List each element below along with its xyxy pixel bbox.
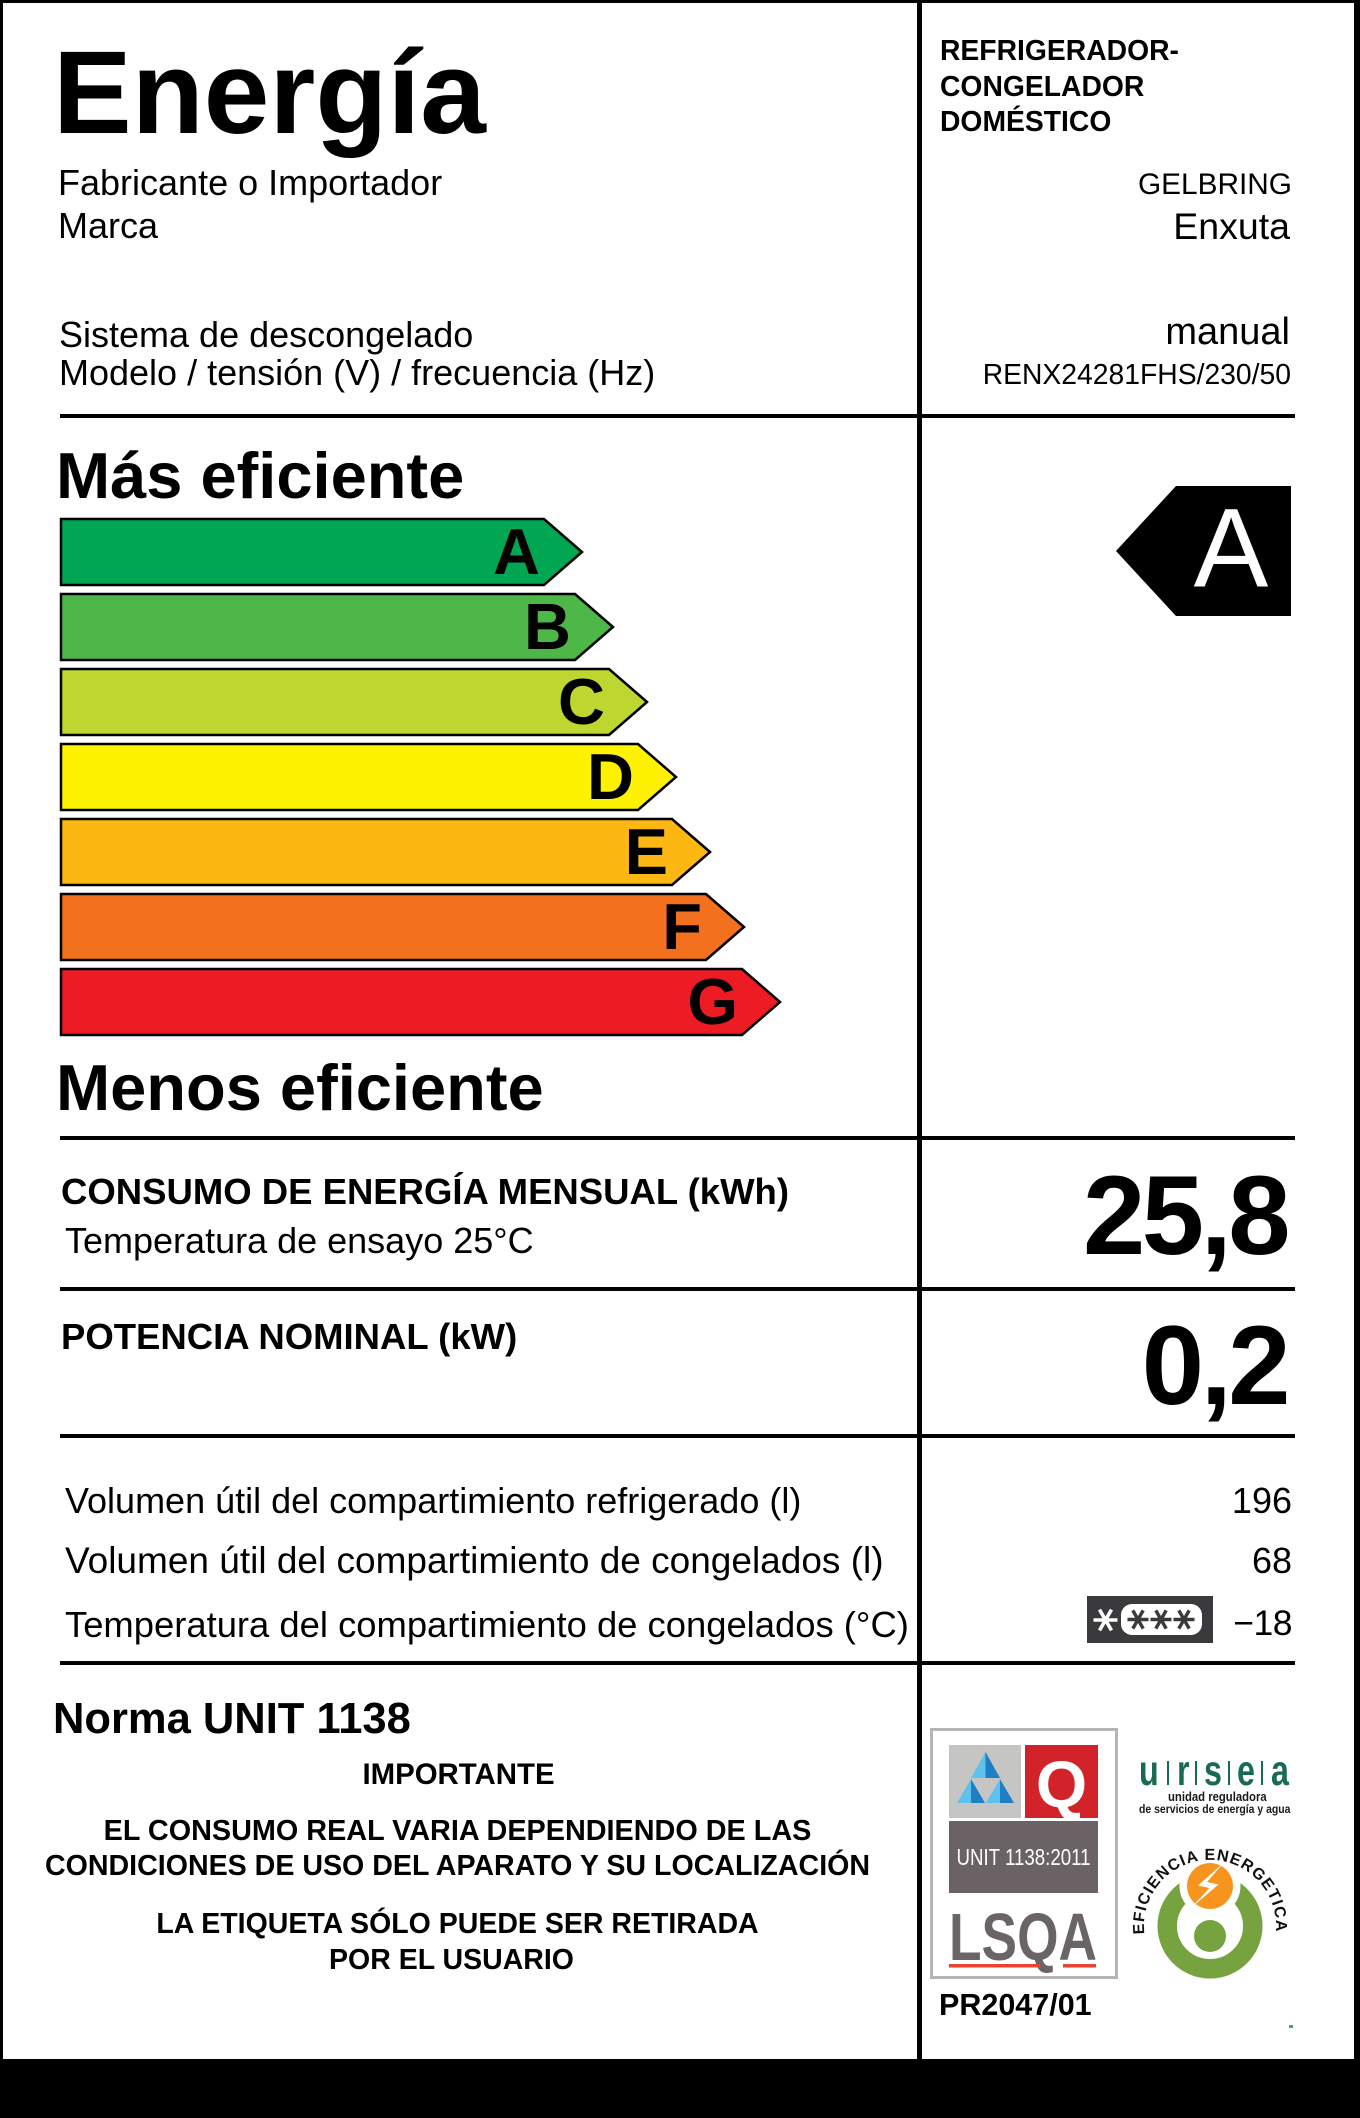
svg-text:D: D [587, 740, 634, 813]
svg-text:LSQA: LSQA [949, 1900, 1097, 1975]
svg-text:B: B [524, 590, 571, 663]
svg-text:Q: Q [1036, 1747, 1087, 1821]
svg-text:C: C [558, 665, 605, 738]
svg-text:A: A [493, 517, 540, 588]
svg-text:G: G [687, 965, 738, 1037]
svg-text:UNIT 1138:2011: UNIT 1138:2011 [957, 1844, 1091, 1870]
svg-text:F: F [662, 890, 702, 963]
svg-text:A: A [1194, 486, 1269, 611]
svg-text:E: E [625, 815, 668, 888]
